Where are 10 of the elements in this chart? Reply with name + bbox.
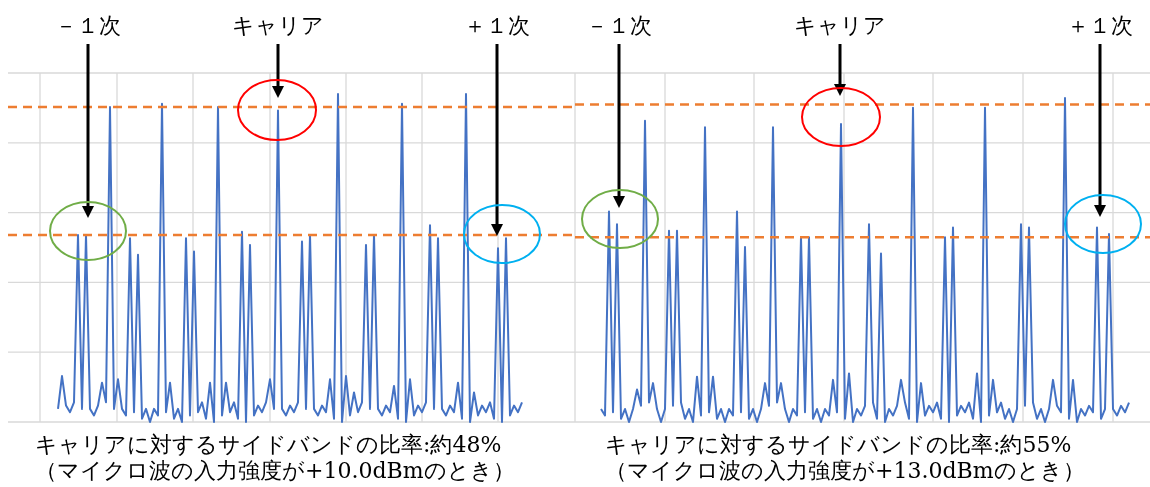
annotation: ＋１次 xyxy=(1067,13,1133,38)
annotation: キャリアに対するサイドバンドの比率:約55% xyxy=(605,432,1072,457)
annotation: （マイクロ波の入力強度が+13.0dBmのとき） xyxy=(605,458,1085,483)
annotation: －１次 xyxy=(586,13,652,38)
annotation: キャリア xyxy=(794,13,886,38)
annotation: －１次 xyxy=(55,13,121,38)
annotation: （マイクロ波の入力強度が+10.0dBmのとき） xyxy=(35,458,515,483)
annotation: キャリアに対するサイドバンドの比率:約48% xyxy=(35,432,502,457)
annotation: ＋１次 xyxy=(464,13,530,38)
annotation: キャリア xyxy=(232,13,324,38)
